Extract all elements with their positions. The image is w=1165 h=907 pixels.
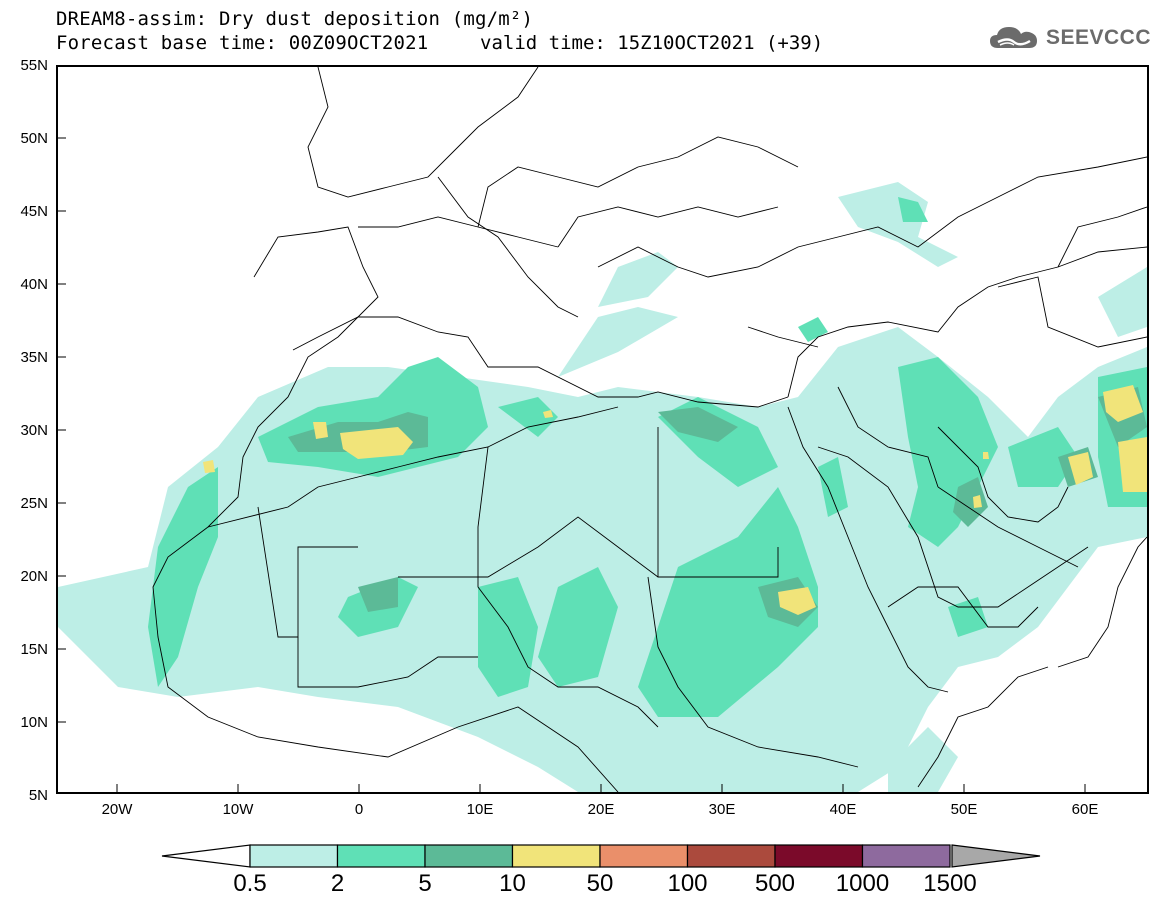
map-title: DREAM8-assim: Dry dust deposition (mg/m²… [56, 8, 534, 30]
colorbar-label: 10 [499, 870, 526, 897]
lon-label: 10W [222, 801, 254, 818]
colorbar-label: 0.5 [233, 870, 267, 897]
dust-field [58, 182, 1147, 792]
cloud-icon [989, 27, 1037, 48]
lon-label: 20W [101, 801, 133, 818]
colorbar-under-arrow [161, 844, 251, 868]
lat-label: 55N [20, 57, 48, 74]
colorbar-swatch [686, 844, 776, 868]
dust-deposition-map [58, 67, 1147, 792]
lat-label: 20N [20, 568, 48, 585]
colorbar-swatch [861, 844, 951, 868]
colorbar-swatch [511, 844, 601, 868]
lat-label: 40N [20, 276, 48, 293]
colorbar-swatch [424, 844, 514, 868]
lat-label: 5N [28, 787, 48, 804]
lat-label: 45N [20, 203, 48, 220]
colorbar-label: 5 [418, 870, 432, 897]
lon-label: 50E [950, 801, 978, 818]
colorbar-swatch [774, 844, 864, 868]
colorbar-swatch [599, 844, 689, 868]
map-area [56, 65, 1149, 794]
lon-label: 0 [354, 801, 364, 818]
lat-label: 35N [20, 349, 48, 366]
logo-text: SEEVCCC [1045, 26, 1151, 49]
lon-label: 40E [829, 801, 857, 818]
lon-label: 20E [587, 801, 615, 818]
colorbar [161, 844, 1041, 868]
lon-label: 30E [708, 801, 736, 818]
lat-label: 15N [20, 641, 48, 658]
coastlines-and-borders [152, 67, 1147, 792]
colorbar-label: 1000 [835, 870, 890, 897]
colorbar-label: 100 [667, 870, 708, 897]
valid-time: valid time: 15Z10OCT2021 (+39) [480, 32, 824, 54]
seevccc-logo: SEEVCCC [988, 24, 1151, 52]
colorbar-swatch [249, 844, 339, 868]
lat-label: 25N [20, 495, 48, 512]
lat-label: 10N [20, 714, 48, 731]
colorbar-label: 50 [586, 870, 614, 897]
colorbar-swatch [336, 844, 426, 868]
colorbar-label: 1500 [923, 870, 977, 897]
forecast-base-time: Forecast base time: 00Z09OCT2021 [56, 32, 429, 54]
colorbar-over-arrow [951, 844, 1041, 868]
colorbar-label: 500 [754, 870, 796, 897]
lon-label: 10E [466, 801, 494, 818]
lon-label: 60E [1071, 801, 1099, 818]
lat-label: 30N [20, 422, 48, 439]
colorbar-label: 2 [330, 870, 345, 897]
lat-label: 50N [20, 130, 48, 147]
axis-ticks [58, 137, 1086, 792]
